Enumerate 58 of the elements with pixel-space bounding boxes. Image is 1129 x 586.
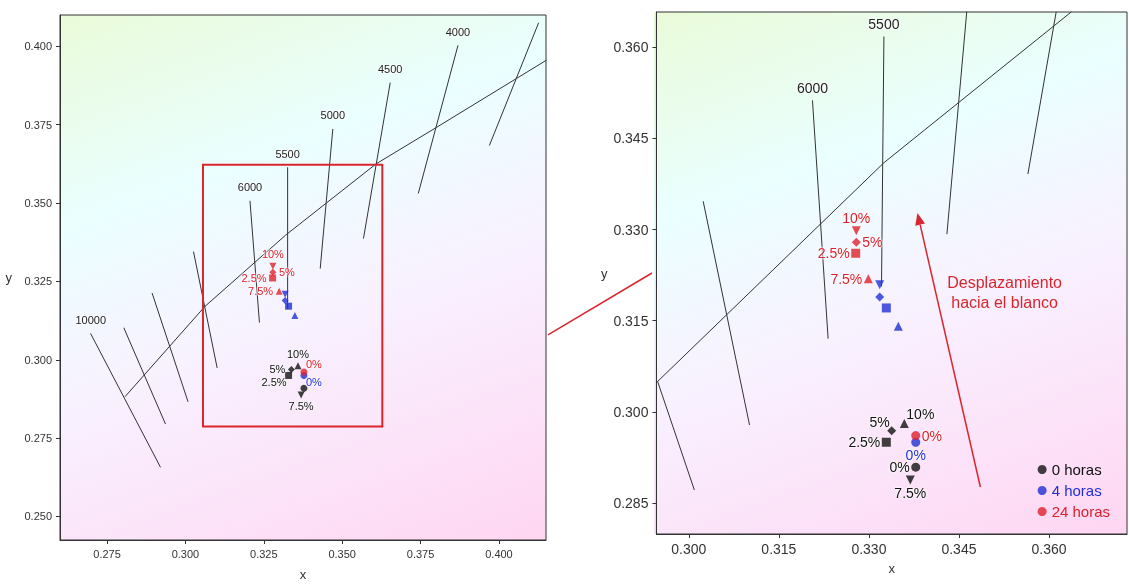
annotation: 10% (906, 406, 935, 423)
annotation: 7.5% (288, 399, 314, 412)
y-tick-label: 0.300 (613, 403, 649, 420)
x-tick-label: 0.300 (671, 541, 707, 557)
legend-label: 4 horas (1051, 482, 1102, 499)
x-tick-label: 0.400 (485, 547, 513, 560)
annotation: 5500 (868, 15, 900, 32)
x-tick-label: 0.345 (941, 541, 977, 557)
annotation: 2.5% (848, 434, 881, 451)
y-tick-label: 0.315 (613, 312, 649, 329)
x-tick-label: 0.275 (93, 547, 121, 560)
annotation: 10% (261, 248, 284, 261)
annotation: 0% (921, 427, 942, 444)
y-tick-label: 0.325 (24, 275, 52, 288)
y-tick-label: 0.345 (613, 130, 649, 147)
legend-label: 24 horas (1051, 503, 1110, 520)
annotation: 10% (842, 209, 871, 226)
x-axis-title: x (888, 561, 896, 576)
annotation: 5% (269, 362, 286, 375)
y-tick-label: 0.275 (24, 432, 52, 445)
annotation: 2.5% (241, 271, 267, 284)
annotation: Desplazamiento hacia el blanco (947, 273, 1062, 313)
annotation: 4500 (377, 63, 403, 75)
y-tick-label: 0.285 (613, 495, 649, 512)
annotation: 7.5% (894, 484, 927, 501)
x-tick-label: 0.315 (761, 541, 797, 557)
y-tick-label: 0.360 (613, 39, 649, 56)
y-tick-label: 0.330 (613, 221, 649, 238)
y-tick-label: 0.375 (24, 118, 52, 131)
annotation: 6000 (237, 181, 263, 194)
annotation: 10000 (75, 313, 107, 326)
x-axis-title: x (299, 567, 307, 582)
x-tick-label: 0.360 (1031, 541, 1067, 557)
annotation: 7.5% (248, 284, 274, 297)
annotation: 5% (862, 234, 883, 251)
annotation: 0% (889, 459, 910, 476)
annotation: 2.5% (261, 376, 287, 389)
y-tick-label: 0.250 (24, 510, 52, 523)
x-tick-label: 0.330 (851, 541, 887, 557)
annotation: 0% (305, 376, 322, 389)
x-tick-label: 0.325 (250, 547, 278, 560)
y-tick-label: 0.400 (24, 40, 52, 53)
x-tick-label: 0.300 (171, 547, 200, 560)
y-axis-title: y (601, 265, 608, 281)
annotation: 5% (869, 413, 890, 430)
annotation: 6000 (796, 79, 829, 96)
y-axis-title: y (5, 270, 13, 285)
x-tick-label: 0.350 (328, 547, 356, 560)
annotation: 4000 (445, 25, 471, 38)
annotation: 7.5% (830, 270, 863, 287)
y-tick-label: 0.300 (24, 353, 52, 366)
annotation: 5500 (275, 147, 300, 160)
annotation: 10% (286, 347, 309, 360)
annotation: 0% (305, 358, 322, 370)
annotation: 5000 (320, 109, 346, 122)
x-tick-label: 0.375 (406, 547, 435, 560)
legend-label: 0 horas (1051, 461, 1102, 478)
y-tick-label: 0.350 (24, 197, 52, 210)
